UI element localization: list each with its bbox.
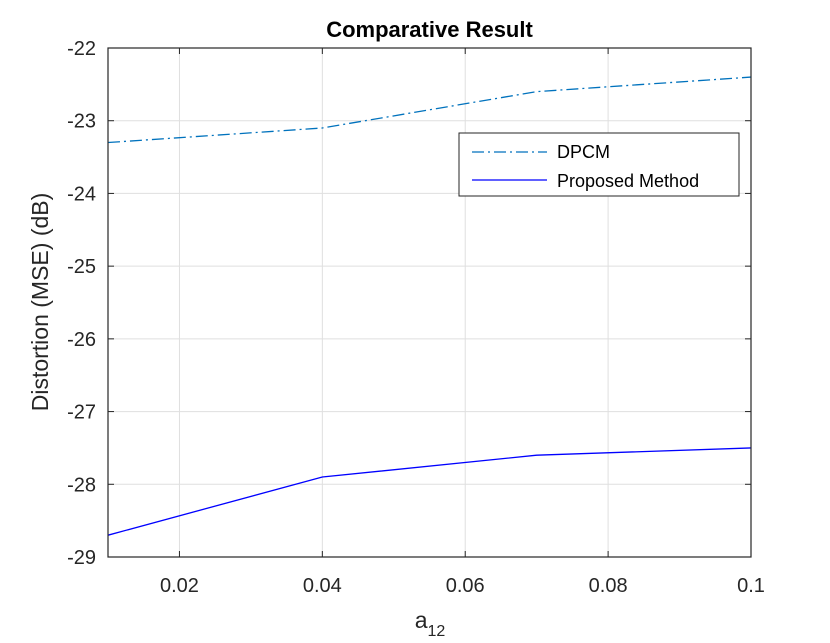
- series-layer: [107, 76, 752, 536]
- chart-title: Comparative Result: [326, 17, 533, 42]
- x-axis-label: a12: [415, 607, 446, 640]
- x-axis-label-subscript: 12: [428, 623, 446, 640]
- y-tick-label: -27: [67, 402, 96, 424]
- y-tick-label: -28: [67, 474, 96, 496]
- legend: DPCM Proposed Method: [458, 132, 740, 197]
- plot-area: [108, 48, 751, 557]
- x-tick-label: 0.06: [446, 575, 485, 597]
- y-tick-label: -29: [67, 547, 96, 569]
- series-line-dpcm: [107, 76, 752, 144]
- x-tick-label: 0.02: [160, 575, 199, 597]
- legend-box: [458, 132, 740, 197]
- x-tick-label: 0.08: [589, 575, 628, 597]
- y-tick-label: -24: [67, 183, 96, 205]
- legend-label-dpcm: DPCM: [557, 142, 610, 162]
- axes-box: [107, 47, 752, 558]
- y-axis-label: Distortion (MSE) (dB): [27, 193, 53, 412]
- y-tick-label: -22: [67, 38, 96, 60]
- ticks: -22 -23 -24 -25 -26 -27 -28 -29 0.02 0.04 0.06 0.08…: [67, 38, 765, 597]
- x-tick-label: 0.04: [303, 575, 342, 597]
- x-tick-label: 0.1: [737, 575, 765, 597]
- x-axis-label-base: a: [415, 607, 428, 633]
- legend-label-proposed-method: Proposed Method: [557, 171, 699, 191]
- series-line-proposed-method: [107, 447, 752, 536]
- y-tick-label: -25: [67, 256, 96, 278]
- y-tick-label: -26: [67, 329, 96, 351]
- y-tick-label: -23: [67, 111, 96, 133]
